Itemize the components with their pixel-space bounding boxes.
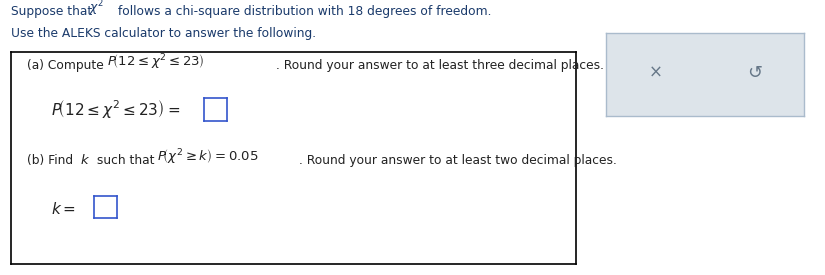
- Text: Use the ALEKS calculator to answer the following.: Use the ALEKS calculator to answer the f…: [11, 27, 316, 40]
- Text: ×: ×: [649, 64, 662, 82]
- Text: $k = $: $k = $: [51, 201, 76, 218]
- Text: (a) Compute: (a) Compute: [26, 59, 107, 72]
- Text: ↺: ↺: [747, 64, 762, 82]
- Text: follows a chi-square distribution with 18 degrees of freedom.: follows a chi-square distribution with 1…: [114, 5, 492, 18]
- Text: $P\!\left(12 \leq \chi^{2} \leq 23\right)$: $P\!\left(12 \leq \chi^{2} \leq 23\right…: [107, 53, 205, 72]
- Text: . Round your answer to at least three decimal places.: . Round your answer to at least three de…: [276, 59, 604, 72]
- Text: $\chi^{2}$: $\chi^{2}$: [89, 0, 104, 18]
- Text: $P\!\left(12 \leq \chi^{2} \leq 23\right) = $: $P\!\left(12 \leq \chi^{2} \leq 23\right…: [51, 98, 181, 120]
- Text: (b) Find: (b) Find: [26, 154, 77, 167]
- Text: $k$: $k$: [80, 153, 90, 167]
- Text: Suppose that: Suppose that: [11, 5, 96, 18]
- Text: $P\!\left(\chi^{2} \geq k\right) = 0.05$: $P\!\left(\chi^{2} \geq k\right) = 0.05$: [157, 147, 258, 167]
- Text: . Round your answer to at least two decimal places.: . Round your answer to at least two deci…: [299, 154, 616, 167]
- Text: such that: such that: [92, 154, 158, 167]
